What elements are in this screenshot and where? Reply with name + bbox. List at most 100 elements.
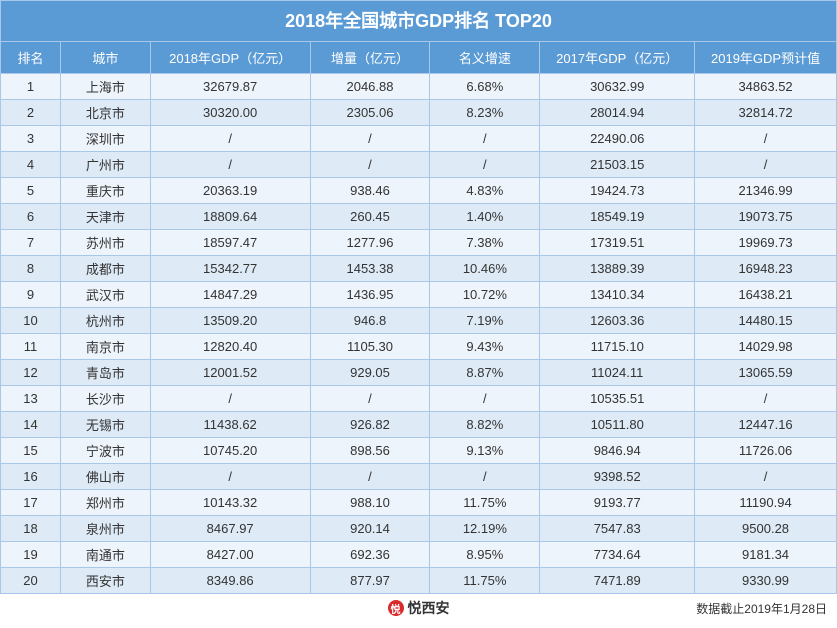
table-cell: / xyxy=(150,464,310,490)
table-cell: 泉州市 xyxy=(60,516,150,542)
table-row: 15宁波市10745.20898.569.13%9846.9411726.06 xyxy=(1,438,837,464)
table-cell: 12447.16 xyxy=(695,412,837,438)
table-cell: 9.13% xyxy=(430,438,540,464)
table-cell: 6 xyxy=(1,204,61,230)
table-cell: 9330.99 xyxy=(695,568,837,594)
table-cell: / xyxy=(150,126,310,152)
table-cell: 15342.77 xyxy=(150,256,310,282)
table-cell: 苏州市 xyxy=(60,230,150,256)
brand: 悦 悦西安 xyxy=(388,598,450,618)
table-cell: 16 xyxy=(1,464,61,490)
table-header-row: 排名 城市 2018年GDP（亿元） 增量（亿元） 名义增速 2017年GDP（… xyxy=(1,42,837,74)
table-cell: 20 xyxy=(1,568,61,594)
table-cell: 21503.15 xyxy=(540,152,695,178)
table-cell: 18549.19 xyxy=(540,204,695,230)
table-cell: 9 xyxy=(1,282,61,308)
table-cell: 877.97 xyxy=(310,568,430,594)
table-cell: 929.05 xyxy=(310,360,430,386)
table-cell: 8.95% xyxy=(430,542,540,568)
table-cell: 青岛市 xyxy=(60,360,150,386)
table-cell: 8.23% xyxy=(430,100,540,126)
table-cell: 无锡市 xyxy=(60,412,150,438)
col-gdp2018: 2018年GDP（亿元） xyxy=(150,42,310,74)
table-cell: / xyxy=(430,126,540,152)
table-cell: 10.46% xyxy=(430,256,540,282)
table-body: 1上海市32679.872046.886.68%30632.9934863.52… xyxy=(1,74,837,594)
table-cell: 17 xyxy=(1,490,61,516)
table-cell: 988.10 xyxy=(310,490,430,516)
table-cell: 11.75% xyxy=(430,490,540,516)
table-cell: 11438.62 xyxy=(150,412,310,438)
table-cell: 8 xyxy=(1,256,61,282)
table-cell: 长沙市 xyxy=(60,386,150,412)
table-cell: 11024.11 xyxy=(540,360,695,386)
table-cell: 18809.64 xyxy=(150,204,310,230)
table-cell: 9181.34 xyxy=(695,542,837,568)
table-cell: 2 xyxy=(1,100,61,126)
table-cell: / xyxy=(430,464,540,490)
table-cell: 920.14 xyxy=(310,516,430,542)
table-cell: 22490.06 xyxy=(540,126,695,152)
col-increase: 增量（亿元） xyxy=(310,42,430,74)
table-cell: 10143.32 xyxy=(150,490,310,516)
table-cell: 10745.20 xyxy=(150,438,310,464)
table-cell: 11715.10 xyxy=(540,334,695,360)
table-cell: 上海市 xyxy=(60,74,150,100)
brand-logo-icon: 悦 xyxy=(388,600,404,616)
table-cell: 3 xyxy=(1,126,61,152)
table-cell: 重庆市 xyxy=(60,178,150,204)
table-cell: 10535.51 xyxy=(540,386,695,412)
table-cell: 11 xyxy=(1,334,61,360)
table-cell: 32814.72 xyxy=(695,100,837,126)
table-cell: / xyxy=(310,152,430,178)
table-cell: / xyxy=(695,386,837,412)
table-row: 9武汉市14847.291436.9510.72%13410.3416438.2… xyxy=(1,282,837,308)
table-cell: 4 xyxy=(1,152,61,178)
table-row: 16佛山市///9398.52/ xyxy=(1,464,837,490)
table-cell: 15 xyxy=(1,438,61,464)
table-cell: 广州市 xyxy=(60,152,150,178)
table-cell: 692.36 xyxy=(310,542,430,568)
table-row: 20西安市8349.86877.9711.75%7471.899330.99 xyxy=(1,568,837,594)
table-cell: / xyxy=(430,152,540,178)
table-cell: 13065.59 xyxy=(695,360,837,386)
col-city: 城市 xyxy=(60,42,150,74)
col-gdp2017: 2017年GDP（亿元） xyxy=(540,42,695,74)
table-title: 2018年全国城市GDP排名 TOP20 xyxy=(1,1,837,42)
table-cell: 7 xyxy=(1,230,61,256)
table-cell: 12603.36 xyxy=(540,308,695,334)
table-cell: / xyxy=(695,464,837,490)
table-cell: 13 xyxy=(1,386,61,412)
table-cell: 12 xyxy=(1,360,61,386)
col-gdp2019: 2019年GDP预计值 xyxy=(695,42,837,74)
table-cell: 34863.52 xyxy=(695,74,837,100)
gdp-table: 2018年全国城市GDP排名 TOP20 排名 城市 2018年GDP（亿元） … xyxy=(0,0,837,594)
table-cell: 32679.87 xyxy=(150,74,310,100)
table-cell: 14 xyxy=(1,412,61,438)
table-cell: 7734.64 xyxy=(540,542,695,568)
table-row: 7苏州市18597.471277.967.38%17319.5119969.73 xyxy=(1,230,837,256)
footer-date: 数据截止2019年1月28日 xyxy=(696,600,827,617)
table-cell: 西安市 xyxy=(60,568,150,594)
table-cell: 13410.34 xyxy=(540,282,695,308)
table-cell: 8.82% xyxy=(430,412,540,438)
table-row: 5重庆市20363.19938.464.83%19424.7321346.99 xyxy=(1,178,837,204)
table-cell: / xyxy=(310,126,430,152)
table-row: 19南通市8427.00692.368.95%7734.649181.34 xyxy=(1,542,837,568)
table-cell: 18 xyxy=(1,516,61,542)
col-rank: 排名 xyxy=(1,42,61,74)
table-row: 2北京市30320.002305.068.23%28014.9432814.72 xyxy=(1,100,837,126)
table-cell: 19073.75 xyxy=(695,204,837,230)
brand-text: 悦西安 xyxy=(408,598,450,618)
table-cell: 8467.97 xyxy=(150,516,310,542)
table-cell: 佛山市 xyxy=(60,464,150,490)
table-cell: 9.43% xyxy=(430,334,540,360)
table-row: 1上海市32679.872046.886.68%30632.9934863.52 xyxy=(1,74,837,100)
table-cell: 30320.00 xyxy=(150,100,310,126)
table-cell: 16438.21 xyxy=(695,282,837,308)
footer: 悦 悦西安 数据截止2019年1月28日 xyxy=(0,594,837,622)
table-cell: / xyxy=(695,126,837,152)
table-cell: 杭州市 xyxy=(60,308,150,334)
table-cell: 2305.06 xyxy=(310,100,430,126)
table-cell: 宁波市 xyxy=(60,438,150,464)
